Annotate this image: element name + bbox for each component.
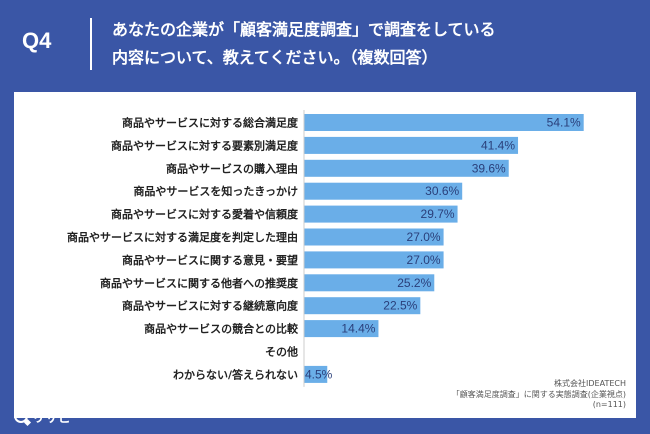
question-title-line-2: 内容について、教えてください。（複数回答） [112, 48, 438, 67]
question-title-line-1: あなたの企業が「顧客満足度調査」で調査をしている [112, 20, 496, 39]
category-label: 商品やサービスに関する他者への推奨度 [100, 276, 299, 290]
bar-chart: 商品やサービスに対する総合満足度 54.1% 商品やサービスに対する要素別満足度 41… [67, 110, 584, 387]
bar [304, 251, 444, 269]
source-sample-size: (n=111) [592, 400, 626, 409]
bar [304, 297, 421, 315]
data-label: 41.4% [481, 138, 515, 152]
data-label: 14.4% [341, 322, 375, 336]
bar [304, 274, 435, 292]
source-survey: 「顧客満足度調査」に関する実態調査(企業視点) [451, 389, 626, 399]
bar [304, 228, 444, 246]
bar [304, 136, 519, 154]
data-label: 54.1% [547, 116, 581, 130]
question-title: あなたの企業が「顧客満足度調査」で調査をしている 内容について、教えてください。… [112, 16, 632, 72]
category-label: 商品やサービスの購入理由 [166, 161, 298, 175]
bar [304, 159, 509, 177]
data-label: 29.7% [421, 207, 455, 221]
data-label: 30.6% [425, 184, 459, 198]
category-label: 商品やサービスに対する継続意向度 [122, 299, 299, 313]
magnifier-icon [14, 409, 28, 423]
category-label: 商品やサービスに対する愛着や信頼度 [111, 207, 299, 221]
category-label: 商品やサービスに関する意見・要望 [122, 253, 298, 267]
data-label: 27.0% [407, 230, 441, 244]
category-label: わからない/答えられない [173, 367, 298, 381]
brand-name: リサピー [32, 410, 85, 426]
category-label: 商品やサービスに対する総合満足度 [122, 116, 299, 130]
data-label: 39.6% [472, 161, 506, 175]
bar [304, 114, 584, 131]
source-company: 株式会社IDEATECH [554, 379, 626, 388]
question-number: Q4 [22, 28, 52, 53]
data-label: 25.2% [397, 276, 431, 290]
header: Q4 あなたの企業が「顧客満足度調査」で調査をしている 内容について、教えてくだ… [0, 0, 650, 88]
category-label: 商品やサービスに対する満足度を判定した理由 [67, 230, 298, 244]
chart-panel: 商品やサービスに対する総合満足度 54.1% 商品やサービスに対する要素別満足度 41… [14, 92, 636, 418]
bar [304, 182, 463, 200]
category-label: その他 [265, 345, 298, 359]
brand-logo: リサピー [14, 406, 84, 426]
source-note: 株式会社IDEATECH 「顧客満足度調査」に関する実態調査(企業視点) (n=… [452, 379, 626, 411]
data-label: 4.5% [305, 367, 333, 381]
category-label: 商品やサービスに対する要素別満足度 [111, 138, 299, 152]
category-label: 商品やサービスを知ったきっかけ [133, 184, 298, 198]
data-label: 27.0% [407, 253, 441, 267]
category-label: 商品やサービスの競合との比較 [144, 322, 299, 336]
bar [304, 365, 328, 383]
bar [304, 205, 458, 223]
header-divider [90, 18, 92, 70]
data-label: 22.5% [383, 299, 417, 313]
bar [304, 320, 379, 338]
